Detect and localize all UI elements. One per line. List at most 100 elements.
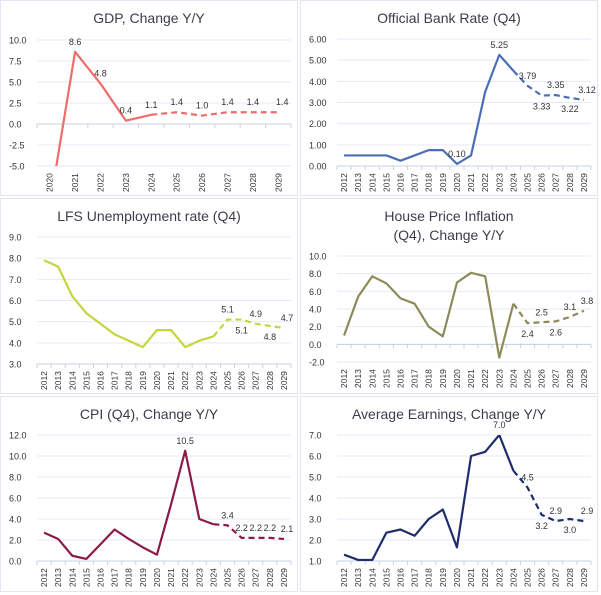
series-line-actual bbox=[343, 435, 515, 561]
y-tick-label: 2.0 bbox=[309, 322, 322, 332]
data-label: 8.6 bbox=[69, 37, 82, 47]
data-label: 4.7 bbox=[281, 313, 294, 323]
data-label: 2.9 bbox=[581, 506, 594, 516]
chart-gdp: GDP, Change Y/Y 10.0 7.5 5.0 2.5 0.0 -2.5 -5.0… bbox=[0, 0, 298, 196]
x-tick-label: 2028 bbox=[565, 568, 575, 587]
x-tick-label: 2020 bbox=[152, 371, 162, 390]
x-tick-label: 2025 bbox=[172, 173, 182, 192]
y-tick-label: 4.0 bbox=[9, 515, 22, 525]
y-tick-label: 5.0 bbox=[309, 473, 322, 483]
data-label: 3.79 bbox=[519, 71, 537, 81]
y-tick-label: -2.0 bbox=[309, 358, 325, 368]
chart-title-line: House Price Inflation bbox=[384, 208, 514, 224]
y-tick-label: 6.0 bbox=[9, 494, 22, 504]
x-tick-label: 2028 bbox=[265, 371, 275, 390]
x-tick-label: 2018 bbox=[424, 568, 434, 587]
x-tick-label: 2025 bbox=[523, 173, 533, 192]
data-label: 3.1 bbox=[564, 302, 577, 312]
chart-title: House Price Inflation (Q4), Change Y/Y bbox=[301, 207, 597, 245]
x-tick-label: 2026 bbox=[237, 568, 247, 587]
data-label: 1.4 bbox=[221, 97, 234, 107]
data-label: 1.4 bbox=[170, 97, 183, 107]
x-tick-label: 2023 bbox=[494, 568, 504, 587]
y-tick-label: 6.0 bbox=[309, 452, 322, 462]
y-tick-label: 3.0 bbox=[309, 515, 322, 525]
x-tick-label: 2020 bbox=[452, 173, 462, 192]
x-tick-label: 2018 bbox=[124, 568, 134, 587]
y-tick-label: 9.0 bbox=[9, 233, 22, 243]
chart-svg: 6.00 5.00 4.00 3.00 2.00 1.00 0.00 2012 2013 2014… bbox=[309, 35, 596, 193]
x-tick-label: 2012 bbox=[339, 568, 349, 587]
x-tick-label: 2018 bbox=[424, 369, 434, 388]
x-tick-label: 2029 bbox=[273, 173, 283, 192]
data-label: 2.2 bbox=[249, 523, 262, 533]
x-tick-label: 2023 bbox=[194, 568, 204, 587]
x-tick-label: 2017 bbox=[410, 369, 420, 388]
x-tick-label: 2013 bbox=[353, 173, 363, 192]
y-tick-label: 6.0 bbox=[309, 287, 322, 297]
x-tick-label: 2026 bbox=[197, 173, 207, 192]
x-tick-label: 2024 bbox=[208, 371, 218, 390]
x-tick-label: 2021 bbox=[466, 568, 476, 587]
data-label: 3.4 bbox=[221, 510, 234, 520]
x-tick-label: 2016 bbox=[96, 568, 106, 587]
data-label: 2.1 bbox=[281, 524, 294, 534]
chart-svg: 10.0 7.5 5.0 2.5 0.0 -2.5 -5.0 2020 2021 2022 2023… bbox=[9, 36, 292, 192]
x-tick-label: 2027 bbox=[551, 369, 561, 388]
x-tick-label: 2014 bbox=[367, 173, 377, 192]
x-tick-label: 2023 bbox=[494, 173, 504, 192]
chart-title-line: (Q4), Change Y/Y bbox=[393, 227, 505, 243]
x-tick-label: 2015 bbox=[381, 369, 391, 388]
series-group bbox=[343, 435, 585, 561]
x-tick-label: 2028 bbox=[565, 173, 575, 192]
data-label: 3.2 bbox=[535, 521, 548, 531]
y-tick-label: 5.0 bbox=[9, 78, 22, 88]
data-label: 1.1 bbox=[145, 100, 158, 110]
data-label: 10.5 bbox=[176, 436, 194, 446]
x-tick-label: 2012 bbox=[339, 173, 349, 192]
x-tick-label: 2015 bbox=[381, 568, 391, 587]
y-tick-label: 5.0 bbox=[9, 317, 22, 327]
x-tick-label: 2016 bbox=[396, 369, 406, 388]
data-label: 5.1 bbox=[221, 305, 234, 315]
x-tick-label: 2027 bbox=[551, 173, 561, 192]
x-tick-label: 2020 bbox=[152, 568, 162, 587]
series-line-forecast bbox=[512, 303, 585, 325]
y-tick-label: 0.0 bbox=[9, 120, 22, 130]
y-tick-label: 4.0 bbox=[309, 494, 322, 504]
x-tick-label: 2021 bbox=[466, 369, 476, 388]
x-tick-label: 2019 bbox=[138, 568, 148, 587]
data-label: 2.6 bbox=[549, 327, 562, 337]
y-tick-label: 12.0 bbox=[9, 431, 27, 441]
y-tick-label: 2.5 bbox=[9, 99, 22, 109]
x-tick-label: 2014 bbox=[367, 568, 377, 587]
y-tick-label: 4.0 bbox=[9, 338, 22, 348]
data-label: 1.0 bbox=[196, 101, 209, 111]
x-tick-label: 2026 bbox=[537, 568, 547, 587]
series-group bbox=[43, 449, 285, 560]
y-tick-label: -2.5 bbox=[9, 141, 25, 151]
x-tick-label: 2024 bbox=[508, 369, 518, 388]
data-label: 4.5 bbox=[521, 473, 534, 483]
x-tick-label: 2029 bbox=[279, 371, 289, 390]
data-label: 1.4 bbox=[247, 97, 260, 107]
chart-title: GDP, Change Y/Y bbox=[93, 10, 205, 26]
chart-svg: 10.0 8.0 6.0 4.0 2.0 0.0 -2.0 2012 2013 2014 2015 2… bbox=[309, 252, 593, 389]
x-tick-label: 2023 bbox=[194, 371, 204, 390]
x-tick-label: 2024 bbox=[146, 173, 156, 192]
y-tick-label: 0.0 bbox=[9, 557, 22, 567]
x-tick-label: 2026 bbox=[237, 371, 247, 390]
x-tick-label: 2015 bbox=[81, 371, 91, 390]
y-tick-label: 1.00 bbox=[309, 140, 327, 150]
x-tick-label: 2028 bbox=[265, 568, 275, 587]
y-tick-label: 10.0 bbox=[309, 252, 327, 262]
x-tick-label: 2021 bbox=[166, 371, 176, 390]
x-tick-label: 2025 bbox=[523, 568, 533, 587]
x-tick-label: 2021 bbox=[466, 173, 476, 192]
series-line-actual bbox=[343, 271, 515, 359]
data-label: 3.22 bbox=[561, 104, 579, 114]
x-tick-label: 2013 bbox=[353, 369, 363, 388]
x-tick-label: 2029 bbox=[579, 173, 589, 192]
series-line-forecast bbox=[212, 318, 285, 338]
chart-earnings: Average Earnings, Change Y/Y 7.0 6.0 5.0 4.… bbox=[300, 396, 598, 592]
